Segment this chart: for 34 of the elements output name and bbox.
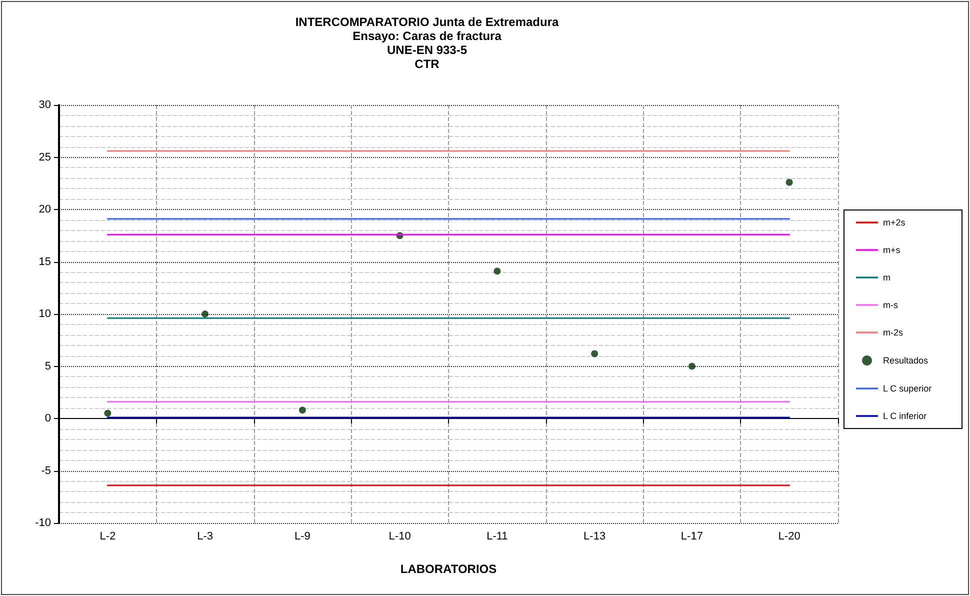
legend-label: m bbox=[882, 272, 890, 282]
legend-label: m+2s bbox=[882, 218, 906, 228]
y-tick-label: 0 bbox=[44, 412, 51, 424]
point bbox=[202, 310, 209, 318]
point bbox=[688, 362, 696, 370]
y-tick-label: -10 bbox=[35, 517, 51, 529]
x-tick-label: L-10 bbox=[388, 530, 411, 542]
point bbox=[591, 350, 598, 358]
x-tick-label: L-13 bbox=[584, 530, 606, 542]
legend-label: L C superior bbox=[882, 384, 932, 394]
point bbox=[104, 410, 112, 417]
legend-label: L C inferior bbox=[882, 411, 927, 421]
x-tick-label: L-9 bbox=[294, 530, 310, 542]
x-tick-label: L-17 bbox=[680, 530, 703, 542]
x-axis-title: LABORATORIOS bbox=[400, 562, 497, 576]
legend-label: m+s bbox=[882, 245, 901, 255]
y-tick-label: -5 bbox=[41, 464, 51, 477]
point bbox=[786, 178, 793, 186]
legend-label: Resultados bbox=[882, 356, 929, 366]
point bbox=[298, 406, 306, 414]
x-tick-label: L-2 bbox=[100, 530, 116, 542]
x-tick-label: L-11 bbox=[486, 530, 508, 542]
x-tick-label: L-3 bbox=[197, 530, 214, 542]
y-tick-label: 10 bbox=[38, 308, 51, 320]
y-tick-label: 25 bbox=[38, 151, 51, 164]
legend-label: m-2s bbox=[882, 328, 904, 338]
point bbox=[494, 268, 501, 275]
y-tick-label: 30 bbox=[38, 99, 51, 111]
x-tick-label: L-20 bbox=[778, 530, 800, 542]
y-tick-label: 15 bbox=[38, 256, 51, 268]
legend-label: m-s bbox=[882, 300, 898, 310]
chart-title: INTERCOMPARATORIO Junta de Extremadura Ensayo: Caras de fractura UNE-EN 933-5 CTR bbox=[295, 15, 560, 71]
y-tick-label: 20 bbox=[38, 204, 51, 216]
y-tick-label: 5 bbox=[44, 360, 51, 372]
